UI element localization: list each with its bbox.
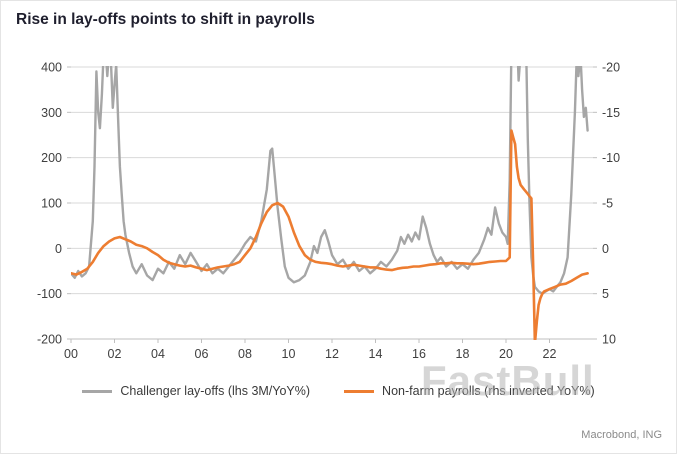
- svg-text:100: 100: [41, 197, 62, 211]
- svg-text:04: 04: [151, 347, 165, 361]
- chart-title: Rise in lay-offs points to shift in payr…: [16, 11, 315, 28]
- svg-text:-100: -100: [37, 287, 62, 301]
- right-axis-labels: -20 -15 -10 -5 0 5 10: [602, 61, 620, 347]
- svg-text:20: 20: [499, 347, 513, 361]
- legend-label-challenger-layoffs: Challenger lay-offs (lhs 3M/YoY%): [120, 384, 311, 398]
- svg-text:10: 10: [602, 333, 616, 347]
- svg-text:22: 22: [543, 347, 557, 361]
- svg-text:200: 200: [41, 151, 62, 165]
- svg-text:-200: -200: [37, 333, 62, 347]
- svg-text:10: 10: [282, 347, 296, 361]
- svg-text:300: 300: [41, 106, 62, 120]
- svg-text:-15: -15: [602, 106, 620, 120]
- legend-item-nonfarm-payrolls: Non-farm payrolls (rhs inverted YoY%): [344, 384, 595, 398]
- legend-item-challenger-layoffs: Challenger lay-offs (lhs 3M/YoY%): [82, 384, 310, 398]
- legend-label-nonfarm-payrolls: Non-farm payrolls (rhs inverted YoY%): [382, 384, 595, 398]
- chart-legend: Challenger lay-offs (lhs 3M/YoY%) Non-fa…: [1, 384, 676, 398]
- svg-text:12: 12: [325, 347, 339, 361]
- svg-text:5: 5: [602, 287, 609, 301]
- svg-text:0: 0: [55, 242, 62, 256]
- left-axis-labels: 400 300 200 100 0 -100 -200: [37, 61, 62, 347]
- orange-line-swatch-icon: [344, 389, 375, 393]
- tick-marks: [67, 66, 597, 343]
- svg-text:02: 02: [108, 347, 122, 361]
- series-line-nonfarm-payrolls: [71, 129, 589, 340]
- source-attribution: Macrobond, ING: [581, 429, 662, 441]
- gray-line-swatch-icon: [82, 389, 113, 393]
- x-axis-labels: 00 02 04 06 08 10 12 14 16 18 20 22: [64, 347, 556, 361]
- svg-text:14: 14: [369, 347, 383, 361]
- svg-text:0: 0: [602, 242, 609, 256]
- svg-text:400: 400: [41, 61, 62, 75]
- svg-text:06: 06: [195, 347, 209, 361]
- svg-text:00: 00: [64, 347, 78, 361]
- series-line-challenger-layoffs: [71, 66, 589, 295]
- svg-text:-5: -5: [602, 197, 613, 211]
- gridlines: [71, 66, 593, 340]
- svg-text:-10: -10: [602, 151, 620, 165]
- svg-text:08: 08: [238, 347, 252, 361]
- svg-text:-20: -20: [602, 61, 620, 75]
- svg-text:16: 16: [412, 347, 426, 361]
- svg-text:18: 18: [456, 347, 470, 361]
